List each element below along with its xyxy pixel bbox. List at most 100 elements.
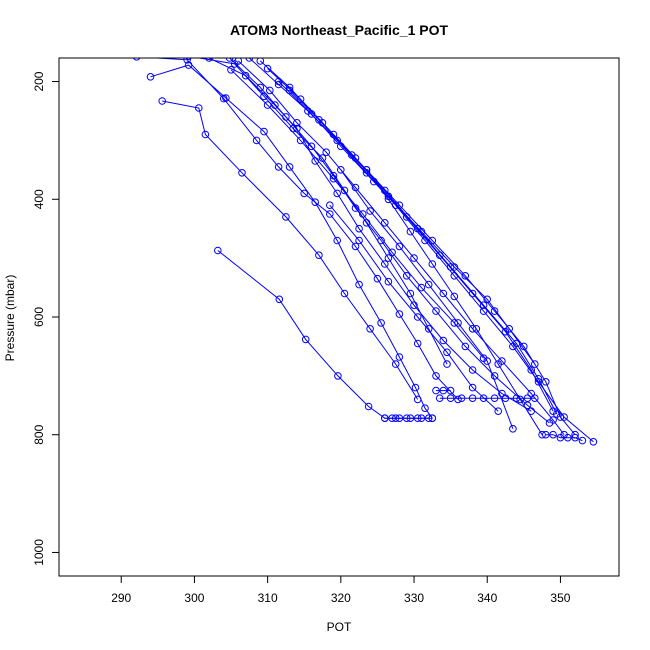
x-axis: 290 300 310 320 330 340 350 (111, 576, 571, 605)
data-point (256, 58, 265, 65)
data-point (307, 110, 316, 118)
data-point (282, 113, 290, 121)
y-tick-label: 200 (32, 71, 46, 91)
series-line (289, 90, 536, 365)
data-point (549, 416, 557, 424)
x-tick-label: 310 (258, 591, 278, 605)
data-point (512, 394, 521, 403)
x-tick-label: 350 (550, 591, 570, 605)
series-line (340, 169, 514, 429)
data-point (542, 430, 550, 439)
data-point (402, 213, 411, 221)
data-point (351, 154, 360, 162)
data-point (483, 357, 492, 365)
data-point (260, 92, 268, 101)
data-point (384, 195, 393, 204)
data-point (373, 274, 382, 283)
data-point (362, 166, 371, 174)
data-point (468, 383, 477, 392)
data-point (417, 414, 426, 423)
data-point (428, 260, 437, 268)
profile-series-16 (326, 201, 503, 416)
data-point (454, 395, 462, 404)
series-line (150, 64, 433, 419)
data-point (355, 224, 363, 233)
series-line (278, 81, 554, 412)
data-point (527, 389, 536, 398)
data-point (556, 413, 565, 421)
y-axis-label: Pressure (mbar) (3, 275, 17, 362)
series-line (230, 69, 484, 359)
data-point (351, 242, 360, 251)
profile-series-4 (132, 58, 462, 404)
data-point (498, 389, 506, 398)
data-point (406, 227, 415, 236)
data-point (435, 394, 444, 403)
data-point (333, 136, 342, 145)
profile-series-21 (381, 414, 437, 423)
data-point (301, 335, 310, 344)
data-point (381, 219, 389, 227)
data-point (285, 86, 294, 95)
data-point (185, 58, 192, 60)
data-point (381, 260, 389, 268)
data-point (293, 119, 301, 127)
data-point (589, 438, 598, 446)
data-point (366, 325, 374, 333)
data-point (411, 383, 420, 392)
data-point (439, 386, 448, 395)
data-point (395, 242, 404, 251)
x-tick-label: 300 (184, 591, 204, 605)
data-point (307, 142, 316, 151)
profile-series-3 (158, 97, 422, 404)
data-point (263, 101, 272, 109)
data-point (446, 386, 455, 395)
profile-series-17 (337, 166, 517, 433)
data-point (472, 325, 481, 333)
data-point (505, 325, 514, 333)
data-point (468, 366, 477, 374)
data-point (195, 104, 203, 112)
data-point (413, 339, 422, 348)
data-point (333, 236, 342, 245)
data-point (132, 58, 141, 61)
data-point (370, 177, 378, 186)
profile-series-20 (542, 430, 587, 445)
series-line (148, 58, 459, 400)
data-point (183, 58, 191, 64)
series-line (196, 58, 448, 365)
data-point (377, 319, 385, 327)
data-point (293, 124, 301, 133)
series-line (162, 100, 419, 400)
data-point (260, 127, 268, 136)
data-point (311, 198, 320, 206)
profile-series-7 (225, 58, 554, 427)
data-point (410, 254, 418, 262)
data-point (201, 130, 210, 139)
x-tick-label: 320 (331, 591, 351, 605)
data-point (450, 292, 459, 301)
data-point (315, 251, 323, 259)
data-point (534, 375, 543, 383)
data-point (274, 163, 283, 171)
series-line (237, 60, 565, 435)
data-point (468, 289, 477, 298)
data-point (266, 86, 274, 95)
data-point (443, 360, 451, 368)
data-point (410, 301, 418, 310)
data-point (424, 325, 433, 333)
data-point (158, 97, 166, 105)
data-point (234, 58, 243, 65)
profile-series-15 (362, 166, 546, 439)
data-point (388, 248, 396, 257)
data-point (355, 280, 363, 289)
data-point (391, 360, 400, 368)
x-tick-label: 330 (404, 591, 424, 605)
data-point (556, 433, 565, 442)
data-point (538, 430, 546, 439)
series-line (229, 58, 550, 424)
data-point (318, 119, 327, 127)
data-point (468, 394, 477, 403)
data-point (146, 73, 155, 81)
